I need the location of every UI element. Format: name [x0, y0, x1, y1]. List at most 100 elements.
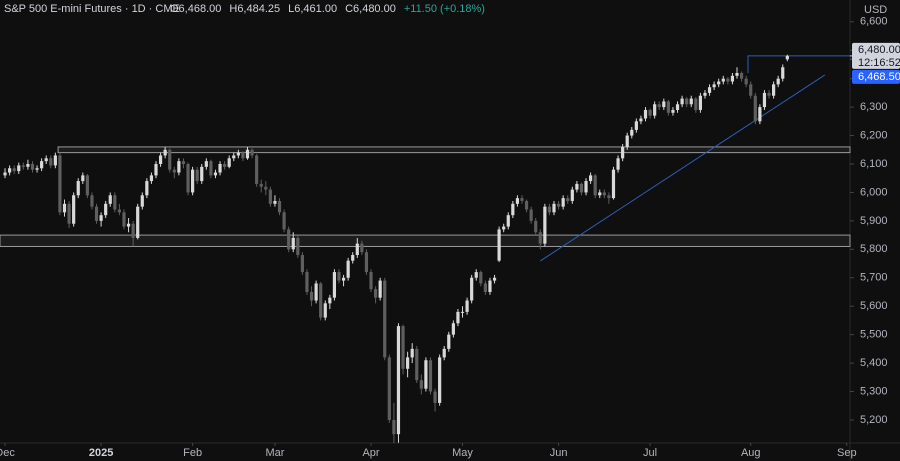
y-tick-label: 6,100 [860, 158, 888, 170]
candle-body [364, 252, 369, 273]
candle-body [772, 84, 776, 96]
candle-body [433, 391, 437, 403]
candle-body [108, 195, 112, 204]
candle-body [90, 195, 94, 207]
candle-body [72, 195, 76, 224]
price-marker-label: 6,468.50 [858, 71, 900, 83]
candle-body [26, 163, 30, 167]
candle-body [547, 206, 552, 213]
candle-body [236, 152, 240, 156]
candle-body [593, 175, 597, 196]
candle-body [76, 181, 80, 196]
candle-body [474, 272, 478, 278]
candle-body [479, 272, 483, 284]
y-tick-label: 5,500 [860, 329, 888, 341]
candle-body [767, 92, 771, 96]
countdown: 12:16:52 [858, 57, 900, 69]
y-tick-label: 6,200 [860, 129, 888, 141]
candle-body [657, 104, 661, 108]
candle-body [346, 260, 350, 278]
candle-body [17, 165, 21, 172]
candle-body [21, 165, 25, 167]
candle-body [689, 98, 693, 105]
candle-body [570, 189, 574, 201]
candle-body [172, 169, 176, 173]
candle-body [492, 277, 497, 281]
candle-body [309, 291, 314, 301]
candle-body [584, 181, 588, 193]
candle-body [753, 95, 757, 122]
candle-body [360, 243, 364, 253]
candle-body [671, 109, 675, 113]
x-tick-label: Dec [0, 447, 15, 459]
x-tick-label: 2025 [89, 447, 113, 459]
candle-body [287, 229, 291, 250]
y-tick-label: 6,000 [860, 186, 888, 198]
candle-body [154, 163, 158, 176]
candle-body [40, 161, 44, 169]
candle-body [776, 78, 780, 85]
candle-body [703, 92, 707, 96]
candle-body [497, 229, 501, 261]
candle-body [392, 419, 396, 435]
candle-body [552, 203, 556, 213]
candle-body [396, 326, 401, 435]
y-tick-label: 5,200 [860, 414, 888, 426]
candle-body [337, 272, 341, 281]
candle-body [680, 98, 684, 105]
candle-body [561, 198, 565, 207]
candle-body [634, 121, 638, 130]
candle-body [428, 360, 433, 392]
x-tick-label: Sep [837, 447, 857, 459]
candle-body [163, 149, 167, 156]
candle-body [223, 163, 227, 167]
candle-body [195, 169, 199, 182]
candle-body [241, 152, 245, 159]
y-tick-label: 5,300 [860, 385, 888, 397]
header-value: H6,484.25 [229, 3, 280, 15]
candle-body [328, 297, 332, 304]
candle-body [99, 215, 103, 221]
candle-body [653, 104, 657, 116]
x-tick-label: May [452, 447, 473, 459]
candle-body [319, 283, 323, 318]
candle-body [30, 163, 35, 170]
header-value: L6,461.00 [288, 3, 337, 15]
candle-body [483, 283, 487, 292]
candle-body [625, 135, 629, 147]
x-tick-label: Mar [265, 447, 284, 459]
candle-body [62, 203, 67, 213]
candle-body [387, 357, 391, 420]
candle-body [451, 323, 455, 335]
candle-body [566, 198, 570, 201]
candle-body [259, 183, 263, 187]
candle-body [785, 55, 789, 60]
candle-body [53, 155, 57, 166]
plot-area [0, 54, 851, 443]
candle-body [598, 192, 602, 196]
candle-body [524, 200, 529, 210]
candle-body [717, 81, 721, 85]
candle-body [273, 200, 277, 204]
candle-body [726, 78, 730, 82]
candle-body [58, 155, 62, 213]
candle-body [332, 272, 337, 298]
candle-body [543, 206, 547, 244]
candle-body [67, 203, 71, 224]
price-marker-box [852, 69, 900, 84]
candle-body [415, 348, 419, 381]
candle-body [113, 195, 117, 210]
candle-body [204, 161, 208, 167]
candle-body [739, 72, 744, 79]
currency: USD [864, 4, 887, 16]
candle-body [616, 158, 620, 170]
candle-body [575, 183, 579, 190]
candle-body [3, 172, 7, 176]
candle-body [383, 280, 387, 358]
candle-body [698, 95, 703, 110]
candle-body [126, 223, 131, 227]
candle-body [250, 149, 254, 156]
candle-body [296, 237, 300, 256]
candle-body [438, 357, 442, 403]
